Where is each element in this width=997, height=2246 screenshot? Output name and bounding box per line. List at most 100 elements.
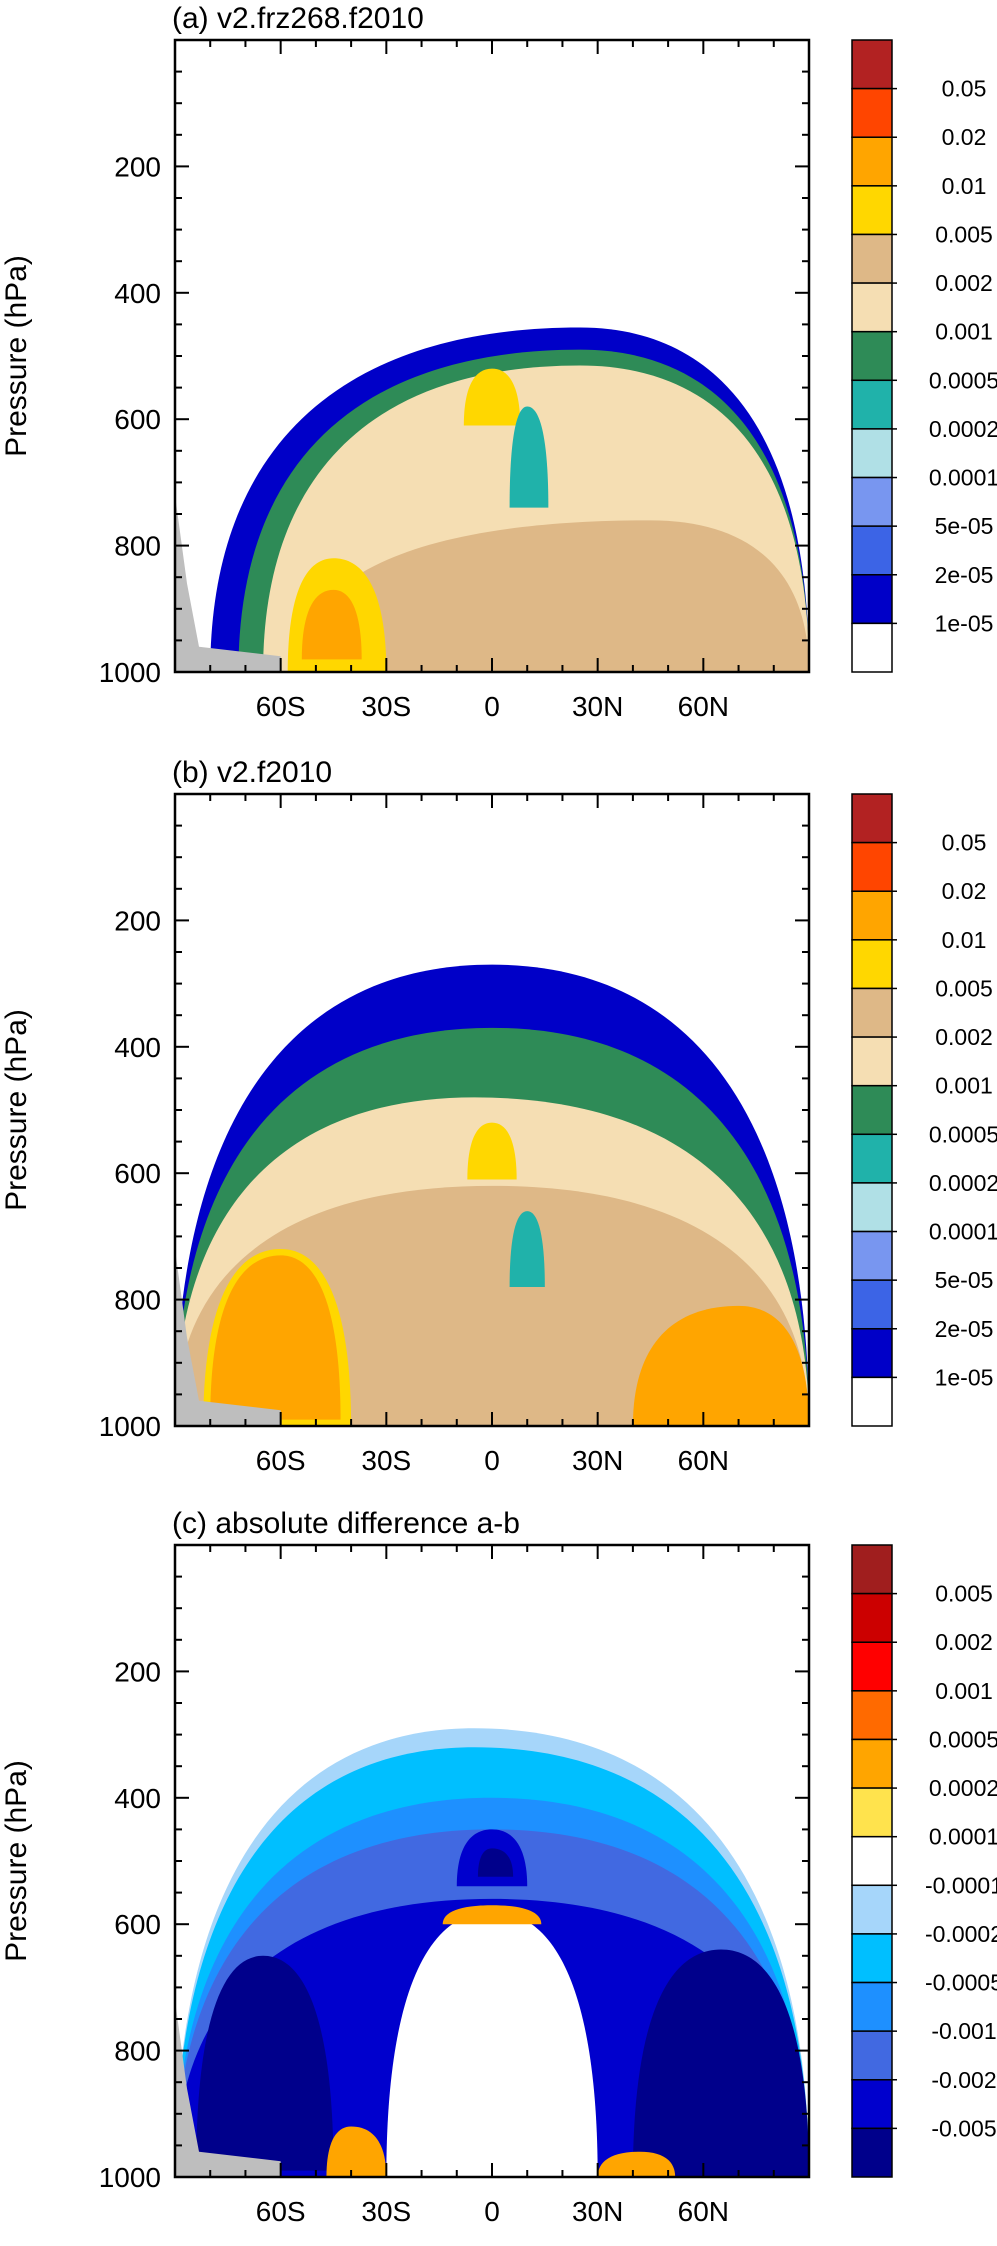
colorbar-box (851, 622, 893, 673)
colorbar-box (851, 2030, 893, 2081)
colorbar-box (851, 1981, 893, 2032)
colorbar-label: -0.005 (931, 2115, 996, 2141)
y-tick-label: 200 (114, 1656, 161, 1687)
x-tick-label: 60S (256, 2196, 306, 2227)
contour-band (477, 1848, 514, 1877)
y-ticks: 200 400 600 800 1000 (99, 1544, 809, 2193)
panel-c: (c) absolute difference a-b 200 400 600 800… (0, 1507, 997, 2227)
colorbar-label: 0.001 (935, 1073, 993, 1099)
colorbar-label: 0.0005 (929, 1726, 997, 1752)
colorbar-box (851, 185, 893, 236)
contour-band (632, 1949, 809, 2177)
contour-band (509, 406, 549, 508)
colorbar-box (851, 39, 893, 90)
contour-band (632, 1305, 809, 1426)
ground-mask (175, 495, 281, 672)
colorbar-box (851, 136, 893, 187)
contour-band (467, 1122, 517, 1180)
x-tick-label: 0 (484, 1445, 500, 1476)
colorbar-label: -0.0001 (925, 1872, 997, 1898)
colorbar-label: 0.0001 (929, 1824, 997, 1850)
colorbar-box (851, 1884, 893, 1935)
colorbar-label: 0.05 (942, 76, 987, 102)
x-tick-label: 60S (256, 1445, 306, 1476)
ground-shading (175, 1249, 281, 1426)
colorbar-label: -0.001 (931, 2018, 996, 2044)
colorbar-box (851, 1933, 893, 1984)
colorbar-label: 0.0001 (929, 1219, 997, 1245)
colorbar-label: -0.0002 (925, 1921, 997, 1947)
colorbar-box (851, 1376, 893, 1427)
x-ticks: 60S 30S 0 30N 60N (174, 40, 810, 722)
y-tick-label: 1000 (99, 657, 161, 688)
colorbar-box (851, 1641, 893, 1692)
panel-title: (c) absolute difference a-b (172, 1507, 520, 1540)
x-tick-label: 30S (361, 2196, 411, 2227)
colorbar-label: 0.0002 (929, 416, 997, 442)
contour-band (301, 589, 362, 660)
y-tick-label: 600 (114, 404, 161, 435)
colorbar-label: 0.002 (935, 1024, 993, 1050)
y-axis-label: Pressure (hPa) (0, 1760, 33, 1962)
colorbar-label: 2e-05 (935, 562, 994, 588)
colorbar-label: 0.01 (942, 173, 987, 199)
y-tick-label: 800 (114, 2036, 161, 2067)
panel-title: (a) v2.frz268.f2010 (172, 2, 424, 35)
contour-band (386, 1911, 598, 2177)
y-tick-label: 200 (114, 905, 161, 936)
colorbar-box (851, 1036, 893, 1087)
colorbar-label: 0.001 (935, 319, 993, 345)
ground-shading (175, 2000, 281, 2177)
x-tick-label: 30S (361, 1445, 411, 1476)
contour-band (196, 1955, 334, 2171)
colorbar-label: 0.01 (942, 927, 987, 953)
colorbar-label: 0.0005 (929, 367, 997, 393)
colorbar-box (851, 939, 893, 990)
y-ticks: 200 400 600 800 1000 (99, 793, 809, 1442)
ground-mask (175, 1249, 281, 1426)
x-tick-label: 60N (678, 691, 729, 722)
colorbar-label: 0.001 (935, 1678, 993, 1704)
y-tick-label: 800 (114, 1285, 161, 1316)
y-tick-label: 1000 (99, 1411, 161, 1442)
colorbar-label: 5e-05 (935, 1267, 994, 1293)
colorbar-label: 1e-05 (935, 1364, 994, 1390)
x-tick-label: 60S (256, 691, 306, 722)
colorbar-label: 0.002 (935, 270, 993, 296)
panel-title: (b) v2.f2010 (172, 756, 332, 789)
x-ticks: 60S 30S 0 30N 60N (174, 794, 810, 1476)
colorbar-label: 2e-05 (935, 1316, 994, 1342)
x-tick-label: 30N (572, 691, 623, 722)
ground-mask (175, 2000, 281, 2177)
colorbar-label: 0.002 (935, 1629, 993, 1655)
x-tick-label: 60N (678, 1445, 729, 1476)
colorbar: 1e-05 2e-05 5e-05 0.0001 0.0002 0.0005 0.001 0.… (851, 793, 997, 1427)
contour-band (463, 368, 521, 426)
colorbar-box (851, 1835, 893, 1887)
colorbar-label: 5e-05 (935, 513, 994, 539)
colorbar-box (851, 890, 893, 941)
y-tick-label: 800 (114, 531, 161, 562)
contour-band (442, 1905, 542, 1925)
colorbar-label: 0.05 (942, 830, 987, 856)
colorbar-box (851, 428, 893, 479)
colorbar-box (851, 1133, 893, 1184)
colorbar-box (851, 87, 893, 138)
colorbar-label: 0.0001 (929, 465, 997, 491)
x-tick-label: 0 (484, 2196, 500, 2227)
colorbar-box (851, 1230, 893, 1281)
y-axis-label: Pressure (hPa) (0, 1009, 33, 1211)
panel-a: (a) v2.frz268.f2010 200 400 600 800 1000 60S… (0, 2, 997, 722)
colorbar-box (851, 1182, 893, 1233)
x-tick-label: 60N (678, 2196, 729, 2227)
colorbar-label: 0.02 (942, 124, 987, 150)
colorbar-label: 0.005 (935, 975, 993, 1001)
x-tick-label: 30N (572, 2196, 623, 2227)
y-tick-label: 600 (114, 1909, 161, 1940)
colorbar-box (851, 1738, 893, 1789)
colorbar-label: 1e-05 (935, 610, 994, 636)
x-ticks: 60S 30S 0 30N 60N (174, 1545, 810, 2227)
contour-band (210, 1255, 341, 1420)
colorbar-label: 0.0005 (929, 1121, 997, 1147)
y-tick-label: 400 (114, 1032, 161, 1063)
